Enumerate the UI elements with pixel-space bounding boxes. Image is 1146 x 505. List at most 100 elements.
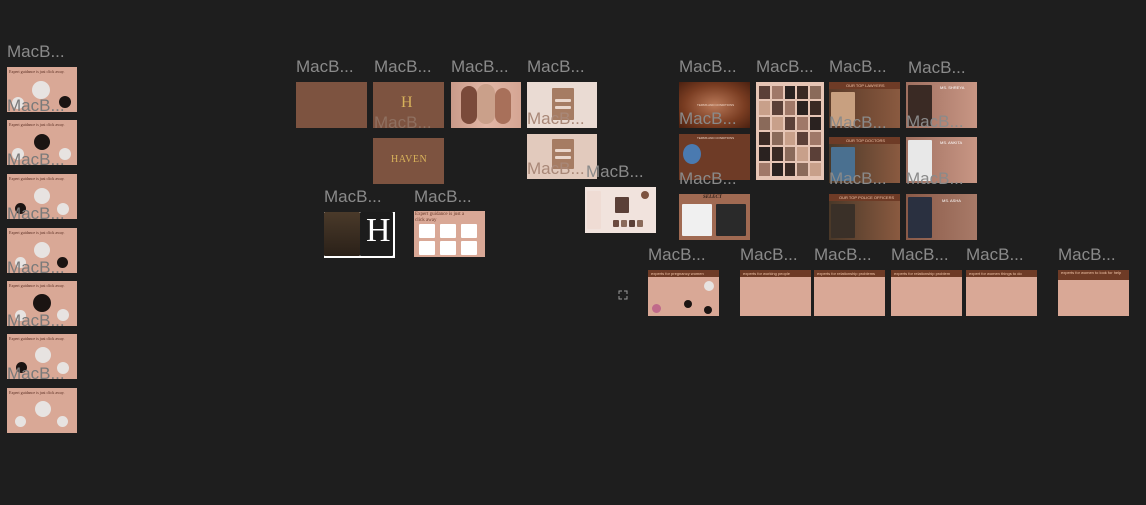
frame-label[interactable]: MacB... [906, 112, 964, 131]
frame-experts-women-things[interactable]: expert for women things to do [966, 270, 1037, 316]
frame-label[interactable]: MacB... [7, 42, 65, 61]
avatar [57, 416, 68, 427]
frame-ms-shreya[interactable]: MS. SHREYA [906, 82, 977, 128]
frame-caption: Expert guidance is just click away. [9, 336, 65, 341]
photo-thumbnail [784, 86, 796, 100]
frame-left-1[interactable]: Expert guidance is just click away. [7, 67, 77, 112]
frame-icon-grid[interactable]: Expert guidance is just a click away [414, 211, 485, 257]
frame-left-2[interactable]: Expert guidance is just click away. [7, 120, 77, 165]
avatar [15, 257, 26, 268]
frame-header: experts for working people [740, 270, 811, 277]
frame-signup[interactable] [527, 134, 597, 179]
frame-label[interactable]: MacB... [906, 169, 964, 188]
frame-terms[interactable]: TERMS AND CONDITIONS [679, 134, 750, 180]
terms-heading: TERMS AND CONDITIONS [697, 136, 735, 140]
frame-login[interactable] [527, 82, 597, 128]
frame-label[interactable]: MacB... [527, 159, 585, 178]
frame-label[interactable]: MacB... [324, 187, 382, 206]
frame-label[interactable]: MacB... [414, 187, 472, 206]
frame-label[interactable]: MacB... [7, 204, 65, 223]
frame-label[interactable]: MacB... [7, 96, 65, 115]
avatar [652, 304, 661, 313]
frame-select[interactable]: SELECT [679, 194, 750, 240]
profile-name: MS. SHREYA [940, 85, 965, 90]
avatar [33, 294, 51, 312]
frame-ms-asha[interactable]: MS. ASHA [906, 194, 977, 240]
header-title: experts for relationship problems [817, 271, 876, 276]
avatar [34, 134, 50, 150]
frame-label[interactable]: MacB... [908, 58, 966, 77]
frame-label[interactable]: MacB... [374, 57, 432, 76]
frame-label[interactable]: MacB... [648, 245, 706, 264]
photo [908, 140, 932, 181]
frame-label[interactable]: MacB... [679, 169, 737, 188]
frame-terms-intro[interactable]: TERMS AND CONDITIONS [679, 82, 750, 128]
frame-experts-relationship-1[interactable]: experts for relationship problems [814, 270, 885, 316]
frame-hero-photo[interactable] [451, 82, 521, 128]
frame-left-7[interactable]: Expert guidance is just click away. [7, 388, 77, 433]
frame-caption: Expert guidance is just click away. [9, 122, 65, 127]
frame-haven-logo[interactable]: H [373, 82, 444, 128]
avatar [35, 401, 51, 417]
frame-label[interactable]: MacB... [451, 57, 509, 76]
frame-label[interactable]: MacB... [829, 113, 887, 132]
header-title: experts for pregnancy women [651, 271, 704, 276]
frame-experts-relationship-2[interactable]: experts for relationship problem [891, 270, 962, 316]
frame-photo-grid[interactable] [756, 82, 824, 180]
frame-ms-ankita[interactable]: MS. ANKITA [906, 137, 977, 183]
frame-label[interactable]: MacB... [756, 57, 814, 76]
expand-icon[interactable] [618, 287, 628, 300]
photo-thumbnail [810, 86, 821, 100]
photo-thumbnail [797, 116, 809, 130]
photo-thumbnail [759, 116, 770, 130]
frame-experts-working[interactable]: experts for working people [740, 270, 811, 316]
frame-label[interactable]: MacB... [586, 162, 644, 181]
frame-label[interactable]: MacB... [7, 364, 65, 383]
header-title: experts for women to look for help [1061, 270, 1122, 275]
icon-tile [440, 241, 456, 255]
frame-label[interactable]: MacB... [679, 109, 737, 128]
frame-label[interactable]: MacB... [527, 109, 585, 128]
input-placeholder [555, 156, 571, 159]
frame-label[interactable]: MacB... [814, 245, 872, 264]
frame-label[interactable]: MacB... [527, 57, 585, 76]
frame-label[interactable]: MacB... [7, 258, 65, 277]
frame-label[interactable]: MacB... [7, 311, 65, 330]
frame-header: expert for women things to do [966, 270, 1037, 277]
login-card [552, 88, 574, 120]
frame-header: experts for relationship problem [891, 270, 962, 277]
frame-label[interactable]: MacB... [679, 57, 737, 76]
photo [637, 220, 643, 227]
frame-top-doctors[interactable]: OUR TOP DOCTORS [829, 137, 900, 183]
frame-haven-wordmark[interactable]: HAVEN [373, 138, 444, 184]
avatar [34, 188, 50, 204]
frame-label[interactable]: MacB... [891, 245, 949, 264]
frame-label[interactable]: MacB... [740, 245, 798, 264]
frame-experts-pregnancy[interactable]: experts for pregnancy women [648, 270, 719, 316]
photo-thumbnail [784, 131, 796, 146]
frame-label[interactable]: MacB... [296, 57, 354, 76]
frame-label[interactable]: MacB... [829, 57, 887, 76]
frame-dark-logo[interactable]: H [324, 212, 395, 258]
frame-blank-brown[interactable] [296, 82, 367, 128]
icon-tile [419, 224, 435, 238]
frame-left-3[interactable]: Expert guidance is just click away. [7, 174, 77, 219]
photo [831, 204, 855, 238]
photo-thumbnail [759, 162, 770, 176]
frame-left-6[interactable]: Expert guidance is just click away. [7, 334, 77, 379]
photo-thumbnail [759, 147, 770, 161]
frame-label[interactable]: MacB... [374, 113, 432, 132]
frame-top-lawyers[interactable]: OUR TOP LAWYERS [829, 82, 900, 128]
frame-top-police[interactable]: OUR TOP POLICE OFFICERS [829, 194, 900, 240]
frame-label[interactable]: MacB... [966, 245, 1024, 264]
frame-label[interactable]: MacB... [1058, 245, 1116, 264]
avatar [57, 257, 68, 268]
frame-dashboard[interactable] [585, 187, 656, 233]
frame-left-5[interactable]: Expert guidance is just click away. [7, 281, 77, 326]
frame-label[interactable]: MacB... [7, 150, 65, 169]
frame-label[interactable]: MacB... [829, 169, 887, 188]
photo-thumbnail [797, 101, 809, 115]
frame-experts-women-help[interactable]: experts for women to look for help [1058, 270, 1129, 316]
frame-caption: Expert guidance is just click away. [9, 69, 65, 74]
frame-left-4[interactable]: Expert guidance is just click away. [7, 228, 77, 273]
